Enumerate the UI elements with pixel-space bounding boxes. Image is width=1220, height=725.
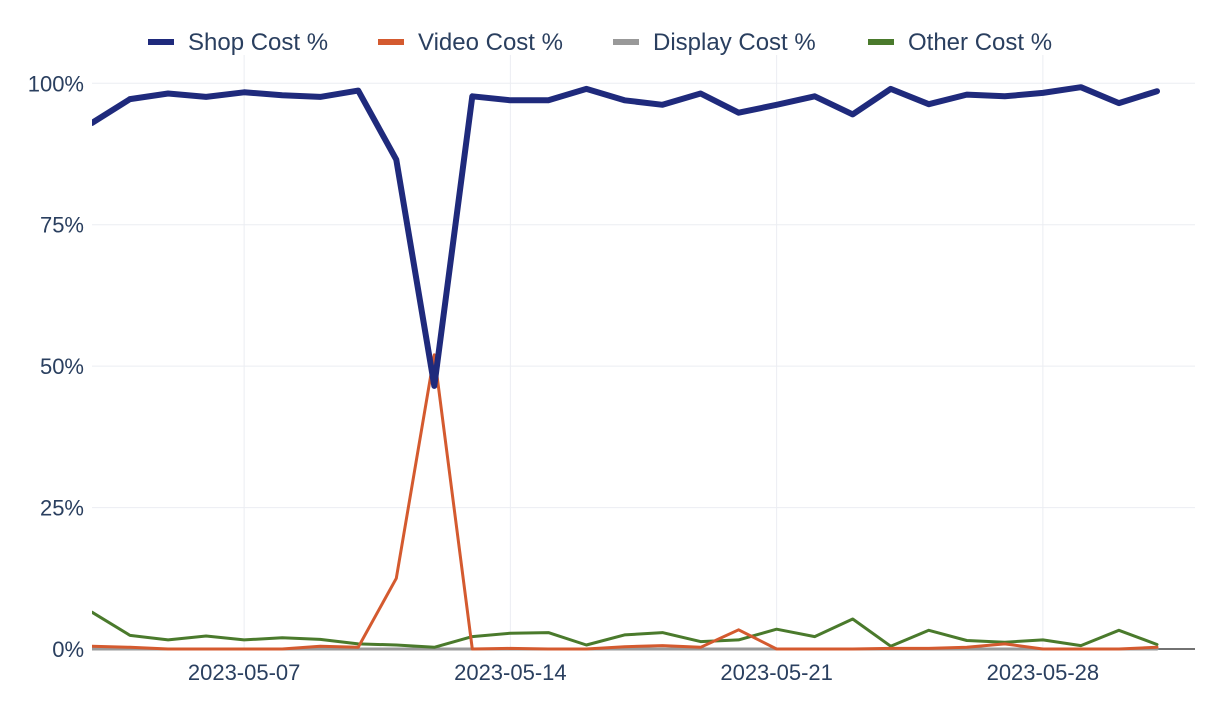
- y-tick-label: 75%: [40, 213, 84, 238]
- y-tick-label: 50%: [40, 354, 84, 379]
- series-line-shop-cost[interactable]: [92, 84, 1160, 389]
- x-tick-label: 2023-05-07: [188, 660, 301, 685]
- series-line-other-cost[interactable]: [92, 610, 1159, 649]
- legend-item-other-cost[interactable]: Other Cost %: [868, 29, 1052, 56]
- legend-item-display-cost[interactable]: Display Cost %: [613, 29, 816, 56]
- legend[interactable]: Shop Cost % Video Cost % Display Cost % Oth…: [148, 29, 1052, 56]
- y-tick-label: 0%: [52, 637, 84, 662]
- x-tick-label: 2023-05-28: [987, 660, 1100, 685]
- series-lines: [92, 84, 1160, 651]
- series-line-video-cost[interactable]: [92, 353, 1159, 651]
- legend-item-shop-cost[interactable]: Shop Cost %: [148, 29, 328, 56]
- legend-label: Display Cost %: [653, 29, 816, 56]
- legend-label: Other Cost %: [908, 29, 1052, 56]
- legend-label: Shop Cost %: [188, 29, 328, 56]
- axes: 0% 25% 50% 75% 100% 2023-05-07 2023-05-14 2023-…: [28, 71, 1195, 685]
- legend-item-video-cost[interactable]: Video Cost %: [378, 29, 563, 56]
- y-tick-label: 25%: [40, 496, 84, 521]
- grid: [92, 55, 1195, 649]
- x-tick-label: 2023-05-14: [454, 660, 567, 685]
- x-tick-label: 2023-05-21: [720, 660, 833, 685]
- legend-label: Video Cost %: [418, 29, 563, 56]
- y-tick-label: 100%: [28, 71, 84, 96]
